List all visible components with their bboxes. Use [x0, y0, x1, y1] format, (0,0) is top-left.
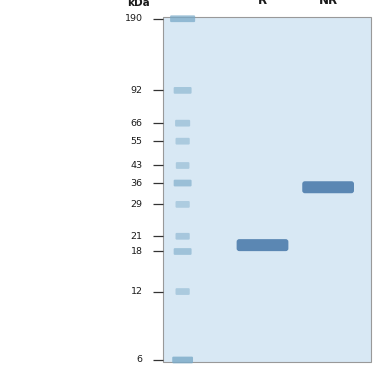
FancyBboxPatch shape — [176, 201, 190, 208]
Text: NR: NR — [318, 0, 338, 8]
FancyBboxPatch shape — [174, 180, 192, 186]
FancyBboxPatch shape — [176, 288, 190, 295]
FancyBboxPatch shape — [170, 15, 195, 22]
Text: 66: 66 — [130, 118, 142, 128]
FancyBboxPatch shape — [176, 162, 189, 169]
Text: 21: 21 — [130, 232, 142, 241]
Text: 29: 29 — [130, 200, 142, 209]
Text: 18: 18 — [130, 247, 142, 256]
Bar — [163, 17, 371, 362]
FancyBboxPatch shape — [302, 181, 354, 193]
Text: 55: 55 — [130, 136, 142, 146]
Text: 43: 43 — [130, 161, 142, 170]
FancyBboxPatch shape — [175, 120, 190, 126]
Text: 12: 12 — [130, 287, 142, 296]
Text: 190: 190 — [124, 14, 142, 23]
Text: R: R — [258, 0, 267, 8]
FancyBboxPatch shape — [172, 357, 193, 363]
Text: 6: 6 — [136, 356, 142, 364]
FancyBboxPatch shape — [174, 248, 192, 255]
FancyBboxPatch shape — [176, 138, 190, 144]
FancyBboxPatch shape — [237, 239, 288, 251]
Text: 36: 36 — [130, 178, 142, 188]
Text: kDa: kDa — [127, 0, 150, 8]
FancyBboxPatch shape — [174, 87, 192, 94]
FancyBboxPatch shape — [176, 233, 190, 240]
Text: 92: 92 — [130, 86, 142, 95]
